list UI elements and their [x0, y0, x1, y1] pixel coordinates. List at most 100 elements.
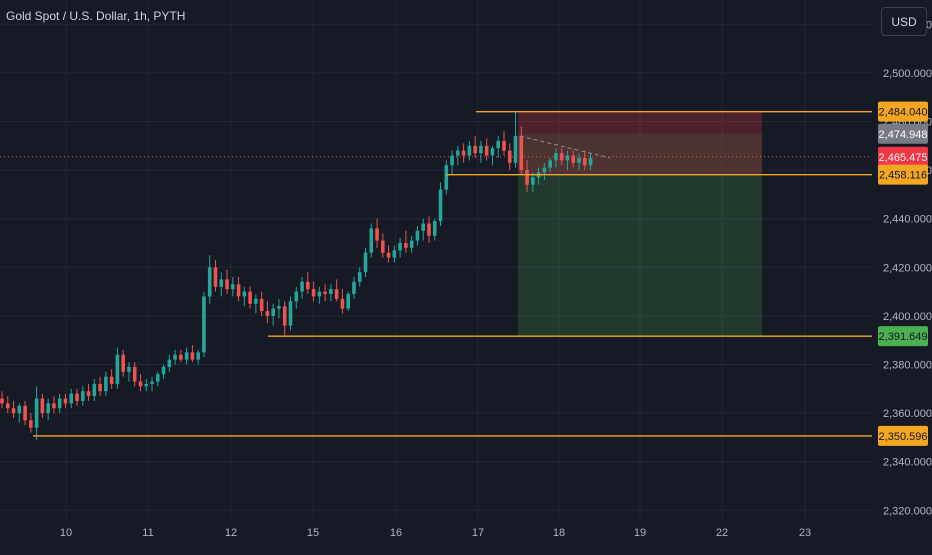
candle-body: [352, 281, 356, 295]
open-position-band: [518, 133, 762, 175]
candle-body: [461, 150, 466, 156]
x-tick-label: 22: [716, 527, 728, 539]
candle-body: [92, 383, 97, 397]
candle-body: [334, 289, 339, 299]
candle-body: [0, 398, 4, 404]
candle-body: [282, 306, 287, 326]
candle-body: [196, 352, 200, 360]
candle-body: [300, 281, 304, 292]
candle-body: [565, 155, 570, 161]
candle-body: [40, 398, 45, 414]
chart-title: Gold Spot / U.S. Dollar, 1h, PYTH: [6, 9, 186, 23]
x-tick-label: 16: [390, 527, 402, 539]
candle-body: [242, 291, 247, 297]
candle-body: [207, 267, 212, 297]
candle-body: [277, 306, 281, 309]
candle-body: [271, 308, 275, 316]
target-level-badge: [878, 326, 928, 347]
x-tick-label: 23: [799, 527, 811, 539]
candle-body: [248, 291, 252, 304]
candle-body: [432, 221, 437, 236]
y-tick-label: 2,500.000: [883, 68, 932, 80]
take-profit-zone: [518, 174, 762, 337]
x-tick-label: 10: [60, 527, 72, 539]
x-tick-label: 19: [634, 527, 646, 539]
candle-body: [57, 398, 62, 409]
candle-body: [323, 291, 327, 295]
candle-body: [317, 291, 322, 297]
candle-body: [438, 189, 443, 222]
candle-body: [588, 157, 593, 166]
projection-line: [519, 135, 611, 159]
candle-body: [357, 272, 362, 282]
position-reference-badge: [878, 123, 928, 144]
position-reference-label: 2,474.948: [879, 129, 928, 141]
candle-body: [121, 354, 125, 372]
entry-level-label: 2,458.116: [879, 170, 927, 182]
candle-body: [473, 145, 477, 154]
y-tick-label: 2,440.000: [883, 214, 932, 226]
candle-body: [306, 281, 310, 290]
x-tick-label: 12: [225, 527, 237, 539]
candle-body: [421, 223, 426, 231]
last-price-label: 2,465.475: [879, 152, 928, 164]
candle-body: [409, 240, 414, 248]
candle-body: [115, 354, 120, 384]
candle-body: [190, 352, 195, 360]
candle-body: [155, 374, 160, 382]
candle-body: [167, 359, 172, 367]
candle-body: [519, 136, 524, 171]
candle-body: [46, 403, 50, 414]
candle-body: [11, 408, 16, 414]
last-price-badge: [878, 146, 928, 167]
candle-body: [502, 140, 506, 151]
stop-level-label: 2,484.040: [879, 107, 928, 119]
candle-body: [29, 420, 33, 428]
candle-body: [398, 242, 402, 251]
candle-body: [294, 291, 299, 302]
candle-body: [375, 228, 379, 241]
currency-button[interactable]: USD: [881, 7, 927, 36]
candle-body: [531, 177, 535, 185]
candle-body: [386, 252, 391, 258]
candle-body: [34, 398, 39, 428]
candle-body: [346, 294, 350, 309]
candle-body: [513, 136, 518, 163]
y-tick-label: 2,380.000: [883, 359, 932, 371]
candle-body: [69, 393, 74, 404]
candle-body: [484, 145, 489, 156]
candle-body: [86, 391, 91, 397]
candle-body: [75, 393, 79, 401]
y-tick-label: 2,400.000: [883, 311, 932, 323]
candle-body: [202, 296, 206, 353]
candle-body: [231, 284, 235, 290]
x-tick-label: 17: [472, 527, 484, 539]
entry-level-badge: [878, 164, 928, 185]
candle-body: [548, 160, 552, 168]
candle-body: [259, 298, 264, 312]
candle-body: [17, 405, 22, 414]
candle-body: [138, 381, 143, 387]
stop-loss-zone: [518, 111, 762, 175]
candle-body: [571, 155, 576, 163]
candle-body: [104, 376, 108, 392]
y-tick-label: 2,340.000: [883, 457, 932, 469]
candle-body: [184, 352, 189, 360]
candle-body: [5, 403, 10, 409]
candle-body: [219, 279, 224, 287]
candle-body: [450, 155, 454, 166]
candle-body: [427, 223, 431, 236]
candle-body: [363, 252, 368, 273]
x-tick-label: 15: [307, 527, 319, 539]
support-level-label: 2,350.596: [879, 431, 928, 443]
candle-body: [254, 298, 258, 304]
candle-body: [456, 150, 460, 156]
candle-body: [98, 383, 102, 392]
candle-body: [559, 153, 564, 161]
candle-body: [329, 289, 333, 295]
candle-body: [80, 391, 85, 401]
candle-body: [415, 230, 420, 241]
